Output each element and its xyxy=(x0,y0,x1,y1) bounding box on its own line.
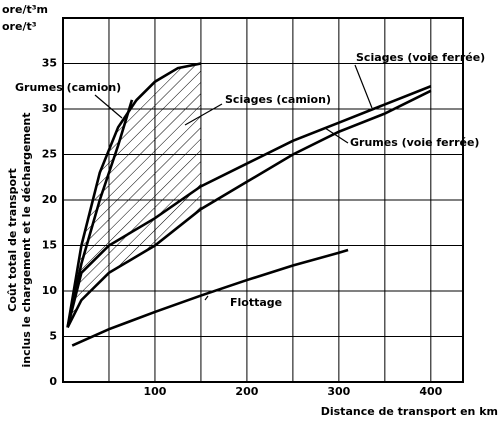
y-tick-label: 0 xyxy=(49,375,57,388)
plot-frame xyxy=(62,17,464,383)
series-label: Flottage xyxy=(230,296,282,309)
x-axis-label: Distance de transport en km xyxy=(321,405,498,418)
series-label: Grumes (voie ferrée) xyxy=(350,136,479,149)
line-series xyxy=(71,248,349,347)
leader-line xyxy=(94,94,123,119)
x-tick-label: 400 xyxy=(419,385,442,398)
x-tick-label: 200 xyxy=(235,385,258,398)
y-tick-label: 30 xyxy=(42,102,58,115)
y-tick-label: 35 xyxy=(42,57,57,70)
line-series xyxy=(66,99,134,328)
y-tick-label: 15 xyxy=(42,239,57,252)
leader-line xyxy=(204,295,209,301)
leader-line xyxy=(354,64,373,109)
y-tick-label: 20 xyxy=(42,193,58,206)
series-label: Sciages (voie ferrée) xyxy=(356,51,485,64)
series-label: Sciages (camion) xyxy=(225,93,331,106)
unit-label: ore/t³ xyxy=(2,20,37,33)
series-label: Grumes (camion) xyxy=(15,81,121,94)
y-tick-label: 5 xyxy=(49,330,57,343)
line-series xyxy=(66,85,432,328)
y-axis-label: Coût total de transport xyxy=(6,168,19,311)
hatched-area xyxy=(67,63,201,328)
x-tick-label: 100 xyxy=(143,385,166,398)
leader-line xyxy=(184,103,223,126)
line-series xyxy=(66,62,202,328)
y-axis-label: inclus le chargement et le déchargement xyxy=(20,112,33,367)
unit-label: ore/t³m xyxy=(2,3,48,16)
y-tick-label: 10 xyxy=(42,284,58,297)
leader-line xyxy=(324,127,349,144)
x-tick-label: 300 xyxy=(327,385,350,398)
y-tick-label: 25 xyxy=(42,148,57,161)
line-series xyxy=(66,89,432,328)
